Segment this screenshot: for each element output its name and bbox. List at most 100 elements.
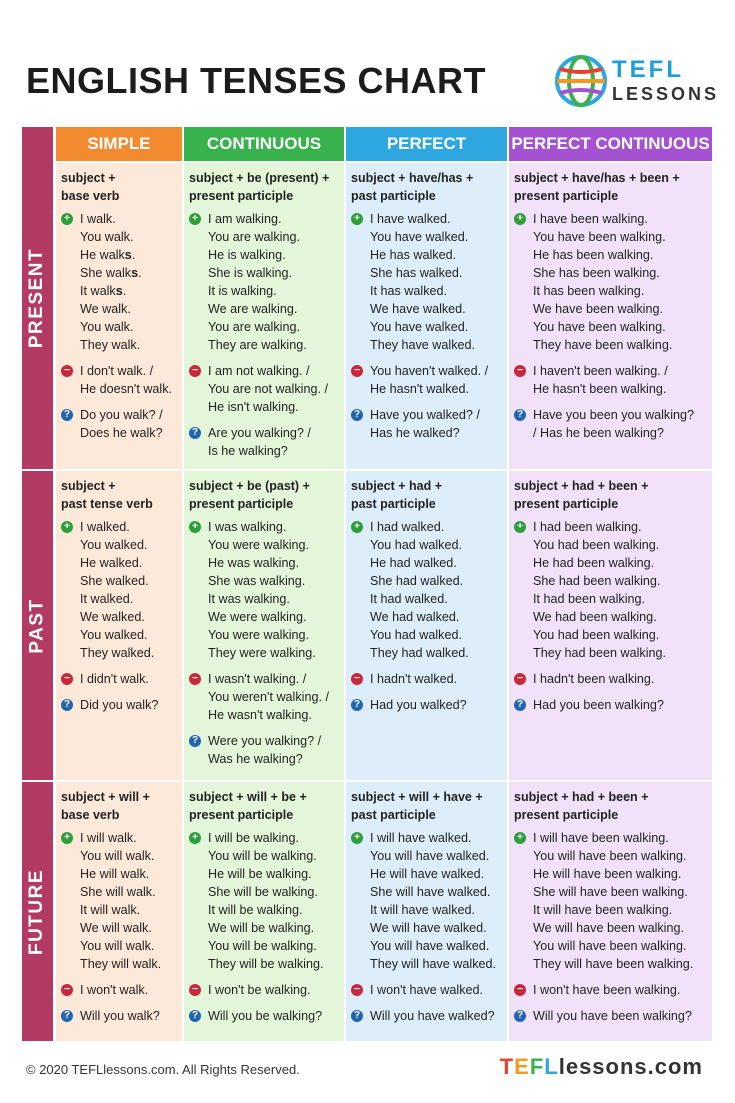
negative-examples: − I didn't walk. bbox=[60, 670, 178, 688]
example-sentence: He will have walked. bbox=[370, 867, 485, 881]
example-sentence: You have been walking. bbox=[533, 230, 666, 244]
example-sentence: It walked. bbox=[80, 592, 134, 606]
formula-line: subject + have/has + bbox=[351, 171, 474, 185]
example-sentence: She is walking. bbox=[208, 266, 292, 280]
example-sentence: You are walking. bbox=[208, 230, 300, 244]
brand-part: L bbox=[544, 1054, 559, 1079]
example-sentence: I am walking. bbox=[208, 212, 282, 226]
plus-circle-icon: + bbox=[189, 213, 201, 225]
minus-circle-icon: − bbox=[514, 365, 526, 377]
row-header-past: PAST bbox=[22, 471, 53, 780]
example-sentence: She will walk. bbox=[80, 885, 156, 899]
example-sentence: You are not walking. / bbox=[208, 382, 328, 396]
negative-examples: − I am not walking. / You are not walking.… bbox=[188, 362, 340, 416]
negative-examples: − I don't walk. / He doesn't walk. bbox=[60, 362, 178, 398]
example-sentence: He walked. bbox=[80, 556, 143, 570]
example-sentence: You were walking. bbox=[208, 538, 310, 552]
plus-circle-icon: + bbox=[351, 213, 363, 225]
minus-circle-icon: − bbox=[61, 365, 73, 377]
column-header-perfect: PERFECT bbox=[346, 127, 507, 161]
formula-line: past tense verb bbox=[61, 497, 153, 511]
affirmative-examples: + I had walked. You had walked. He had walk… bbox=[350, 518, 503, 662]
example-sentence: We had been walking. bbox=[533, 610, 657, 624]
formula-line: subject + bbox=[61, 479, 116, 493]
tense-cell-future-perfect-continuous: subject + had + been + present participle… bbox=[509, 782, 712, 1041]
formula-line: present participle bbox=[514, 189, 619, 203]
example-sentence: He hasn't walked. bbox=[370, 382, 470, 396]
formula-line: present participle bbox=[514, 808, 619, 822]
example-sentence: Will you have been walking? bbox=[533, 1009, 692, 1023]
tense-formula: subject + have/has + past participle bbox=[351, 169, 503, 205]
affirmative-examples: + I am walking. You are walking. He is walk… bbox=[188, 210, 340, 354]
example-sentence: He doesn't walk. bbox=[80, 382, 173, 396]
example-sentence: Will you walk? bbox=[80, 1009, 160, 1023]
example-sentence: We will have been walking. bbox=[533, 921, 684, 935]
tense-formula: subject + be (present) + present particip… bbox=[189, 169, 340, 205]
example-sentence: It has been walking. bbox=[533, 284, 645, 298]
example-sentence: They have been walking. bbox=[533, 338, 673, 352]
example-sentence: They had walked. bbox=[370, 646, 469, 660]
example-sentence: You will have been walking. bbox=[533, 939, 687, 953]
example-sentence: He will have been walking. bbox=[533, 867, 682, 881]
question-examples: ? Had you walked? bbox=[350, 696, 503, 714]
example-sentence: Will you be walking? bbox=[208, 1009, 323, 1023]
example-sentence: She will be walking. bbox=[208, 885, 318, 899]
example-sentence: He has walked. bbox=[370, 248, 457, 262]
example-sentence: You walk. bbox=[80, 320, 134, 334]
affirmative-examples: + I have been walking. You have been walki… bbox=[513, 210, 708, 354]
question-examples: ? Have you been you walking? / Has he been… bbox=[513, 406, 708, 442]
question-circle-icon: ? bbox=[61, 699, 73, 711]
formula-line: subject + had + been + bbox=[514, 479, 649, 493]
example-sentence: It will have been walking. bbox=[533, 903, 673, 917]
negative-examples: − I haven't been walking. / He hasn't been… bbox=[513, 362, 708, 398]
example-sentence: You will walk. bbox=[80, 849, 155, 863]
example-sentence: I won't have walked. bbox=[370, 983, 484, 997]
example-sentence: It is walking. bbox=[208, 284, 277, 298]
tense-formula: subject + had + past participle bbox=[351, 477, 503, 513]
example-sentence: We had walked. bbox=[370, 610, 460, 624]
example-sentence: He had walked. bbox=[370, 556, 457, 570]
affirmative-examples: + I walk. You walk. He walks. She walks. It w… bbox=[60, 210, 178, 354]
example-sentence: He had been walking. bbox=[533, 556, 655, 570]
example-sentence: They are walking. bbox=[208, 338, 307, 352]
column-header-continuous: CONTINUOUS bbox=[184, 127, 344, 161]
tense-cell-future-continuous: subject + will + be + present participle +… bbox=[184, 782, 344, 1041]
question-circle-icon: ? bbox=[514, 1010, 526, 1022]
question-examples: ? Do you walk? / Does he walk? bbox=[60, 406, 178, 442]
example-sentence: She has been walking. bbox=[533, 266, 660, 280]
question-examples: ? Are you walking? / Is he walking? bbox=[188, 424, 340, 460]
example-sentence: It had walked. bbox=[370, 592, 448, 606]
column-header-perfect-continuous: PERFECT CONTINUOUS bbox=[509, 127, 712, 161]
affirmative-examples: + I was walking. You were walking. He was w… bbox=[188, 518, 340, 662]
affirmative-examples: + I will be walking. You will be walking. H… bbox=[188, 829, 340, 973]
example-sentence: You are walking. bbox=[208, 320, 300, 334]
example-sentence: We have been walking. bbox=[533, 302, 663, 316]
tense-cell-past-continuous: subject + be (past) + present participle +… bbox=[184, 471, 344, 780]
brand-wordmark: TEFLlessons.com bbox=[500, 1054, 703, 1080]
formula-line: subject + will + be + bbox=[189, 790, 307, 804]
example-sentence: It walks. bbox=[80, 284, 127, 298]
plus-circle-icon: + bbox=[61, 832, 73, 844]
negative-examples: − I hadn't been walking. bbox=[513, 670, 708, 688]
example-sentence: I didn't walk. bbox=[80, 672, 149, 686]
negative-examples: − I wasn't walking. / You weren't walking.… bbox=[188, 670, 340, 724]
example-sentence: They walk. bbox=[80, 338, 141, 352]
example-sentence: You will walk. bbox=[80, 939, 155, 953]
tense-cell-past-perfect-continuous: subject + had + been + present participle… bbox=[509, 471, 712, 780]
example-sentence: I won't have been walking. bbox=[533, 983, 681, 997]
example-sentence: Had you walked? bbox=[370, 698, 467, 712]
negative-examples: − I won't have been walking. bbox=[513, 981, 708, 999]
example-sentence: Have you been you walking? bbox=[533, 408, 695, 422]
question-circle-icon: ? bbox=[351, 1010, 363, 1022]
example-sentence: He was walking. bbox=[208, 556, 299, 570]
tense-cell-present-perfect: subject + have/has + past participle + I ha… bbox=[346, 163, 507, 469]
example-sentence: We walk. bbox=[80, 302, 131, 316]
example-sentence: He hasn't been walking. bbox=[533, 382, 667, 396]
row-header-label: PRESENT bbox=[26, 247, 48, 349]
example-sentence: I hadn't walked. bbox=[370, 672, 458, 686]
copyright-text: © 2020 TEFLlessons.com. All Rights Reser… bbox=[26, 1062, 300, 1077]
example-sentence: I have been walking. bbox=[533, 212, 648, 226]
tense-formula: subject + be (past) + present participle bbox=[189, 477, 340, 513]
negative-examples: − I won't be walking. bbox=[188, 981, 340, 999]
example-sentence: They will have walked. bbox=[370, 957, 496, 971]
